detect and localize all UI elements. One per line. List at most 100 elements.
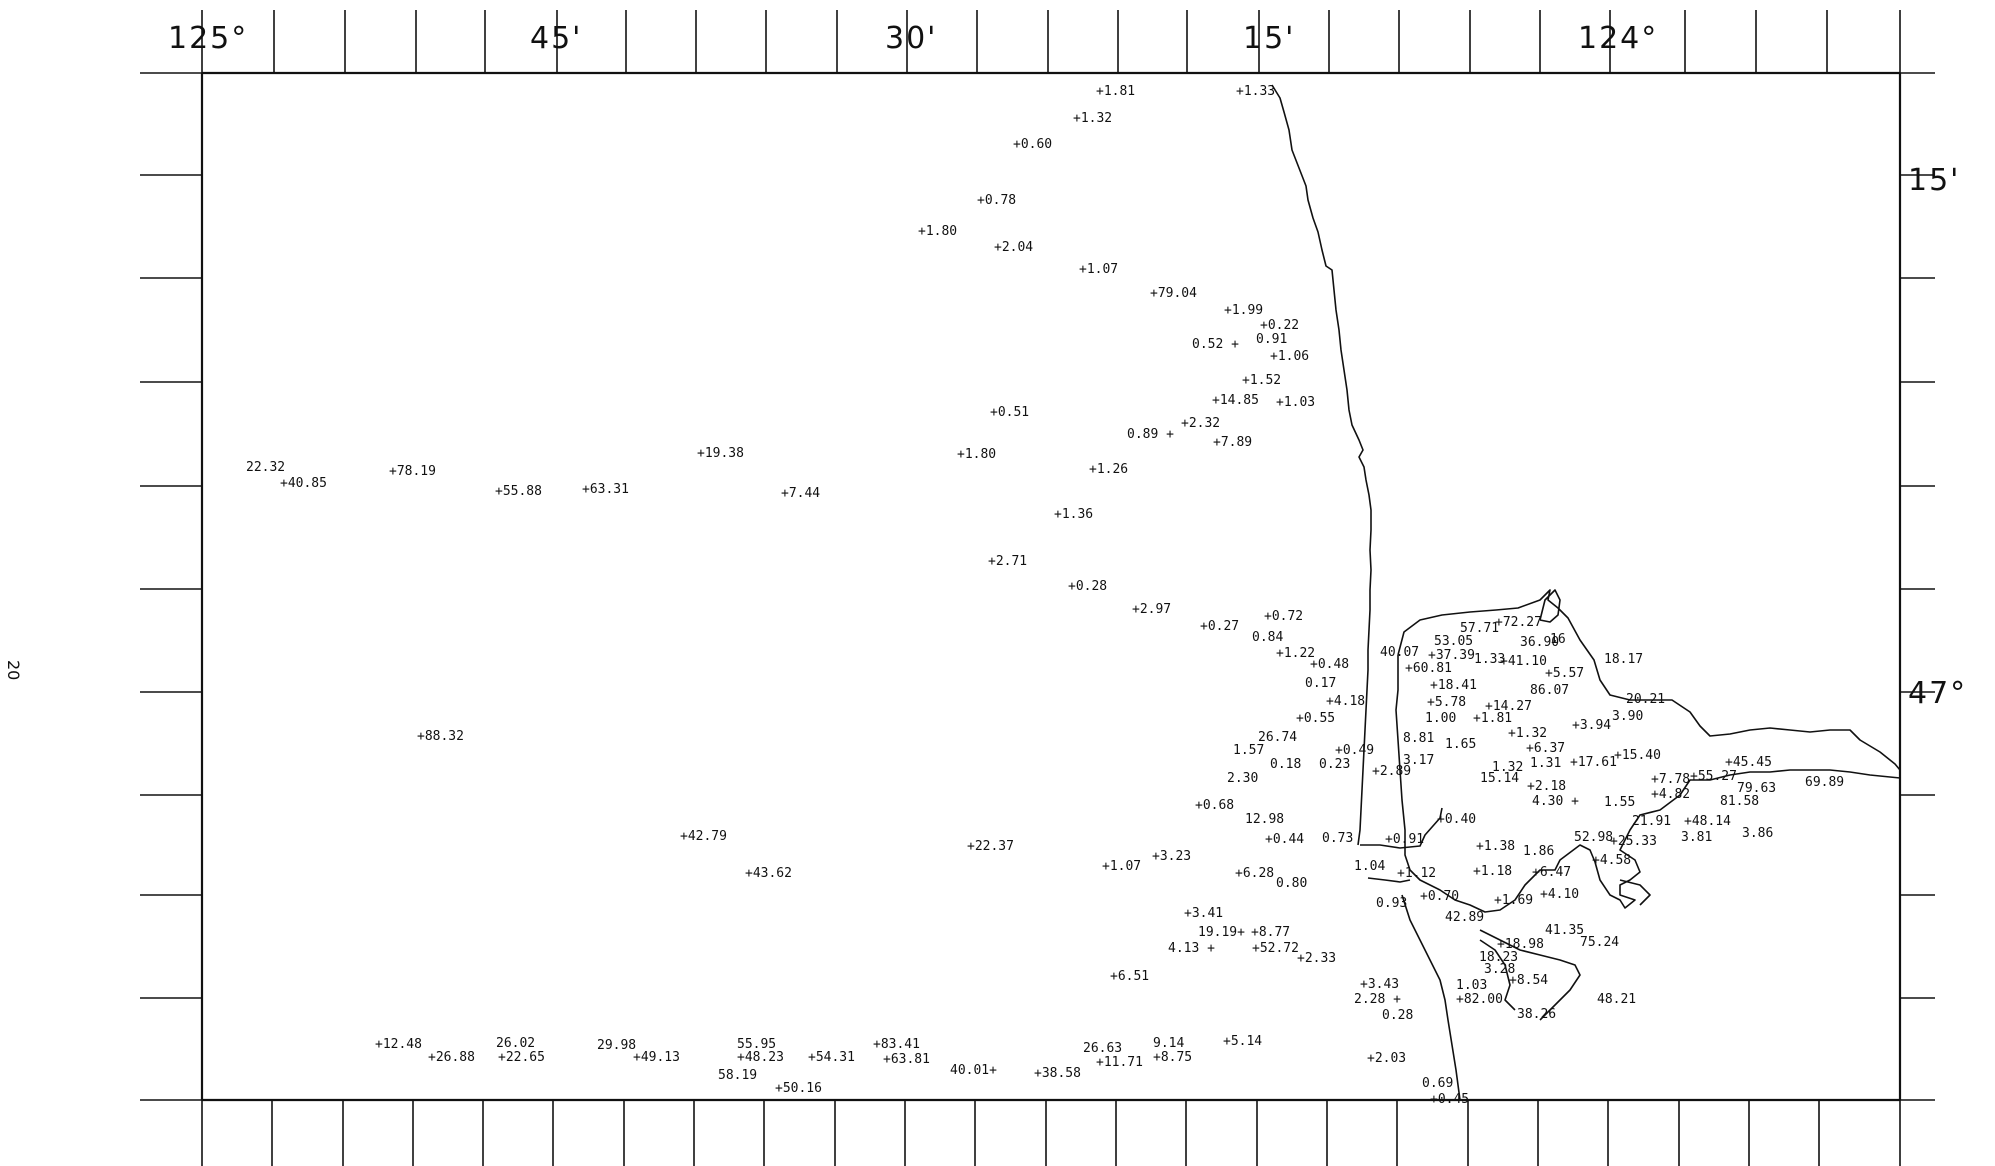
- station-value: 26.02: [496, 1036, 535, 1051]
- station-value: +0.51: [990, 405, 1029, 420]
- station-value: +26.88: [428, 1050, 475, 1065]
- station-value: +38.58: [1034, 1066, 1081, 1081]
- station-value: +0.44: [1265, 832, 1304, 847]
- station-value: 1.57: [1233, 743, 1264, 758]
- station-value: 0.93: [1376, 896, 1407, 911]
- station-value: 1.04: [1354, 859, 1385, 874]
- station-value: 48.21: [1597, 992, 1636, 1007]
- station-value: 4.30 +: [1532, 794, 1579, 809]
- station-labels: +1.81 +1.33 +1.32 +0.60 +0.78 +1.80 +2.04 +1.07…: [246, 84, 1844, 1107]
- station-value: 20.21: [1626, 692, 1665, 707]
- station-value: +1.03: [1276, 395, 1315, 410]
- station-value: +3.41: [1184, 906, 1223, 921]
- station-value: 42.89: [1445, 910, 1484, 925]
- station-value: +1.33: [1236, 84, 1275, 99]
- coastline: [1271, 84, 1901, 1101]
- station-value: +83.41: [873, 1037, 920, 1052]
- station-value: +6.47: [1532, 865, 1571, 880]
- station-value: +7.44: [781, 486, 820, 501]
- station-value: +54.31: [808, 1050, 855, 1065]
- station-value: +17.61: [1570, 755, 1617, 770]
- map-frame: [140, 71, 1935, 1102]
- station-value: +63.31: [582, 482, 629, 497]
- station-value: +1.26: [1089, 462, 1128, 477]
- station-value: +0.49: [1335, 743, 1374, 758]
- top-axis-ticks: [201, 10, 1901, 73]
- station-value: 0.89 +: [1127, 427, 1174, 442]
- station-value: +14.85: [1212, 393, 1259, 408]
- station-value: +4.10: [1540, 887, 1579, 902]
- station-value: +1.36: [1054, 507, 1093, 522]
- station-value: +0.40: [1437, 812, 1476, 827]
- axis-label-125deg: 125°: [168, 21, 248, 56]
- station-value: 4.13 +: [1168, 941, 1215, 956]
- station-value: 16: [1550, 632, 1566, 647]
- station-value: +7.78: [1651, 772, 1690, 787]
- station-value: 12.98: [1245, 812, 1284, 827]
- station-value: +1.07: [1102, 859, 1141, 874]
- station-value: +18.98: [1497, 937, 1544, 952]
- station-value: +5.14: [1223, 1034, 1262, 1049]
- station-value: +1.12: [1397, 866, 1436, 881]
- station-value: 15.14: [1480, 771, 1519, 786]
- station-value: +1.06: [1270, 349, 1309, 364]
- station-value: +2.32: [1181, 416, 1220, 431]
- station-value: +3.23: [1152, 849, 1191, 864]
- station-value: +2.04: [994, 240, 1033, 255]
- station-value: +37.39: [1428, 648, 1475, 663]
- station-value: 41.35: [1545, 923, 1584, 938]
- station-value: 53.05: [1434, 634, 1473, 649]
- station-value: 75.24: [1580, 935, 1619, 950]
- station-value: +0.55: [1296, 711, 1335, 726]
- station-value: +18.41: [1430, 678, 1477, 693]
- right-axis-ticks: [1900, 174, 1935, 999]
- station-value: +55.27: [1690, 769, 1737, 784]
- station-value: +1.80: [957, 447, 996, 462]
- station-value: +41.10: [1500, 654, 1547, 669]
- station-value: 21.91: [1632, 814, 1671, 829]
- station-value: 79.63: [1737, 781, 1776, 796]
- station-value: 52.98: [1574, 830, 1613, 845]
- station-value: 58.19: [718, 1068, 757, 1083]
- station-value: +3.94: [1572, 718, 1611, 733]
- station-value: +2.89: [1372, 764, 1411, 779]
- station-value: 9.14: [1153, 1036, 1184, 1051]
- axis-label-124deg: 124°: [1578, 21, 1658, 56]
- station-value: +12.48: [375, 1037, 422, 1052]
- station-value: +0.45: [1430, 1092, 1469, 1107]
- station-value: 0.84: [1252, 630, 1283, 645]
- station-value: 22.32: [246, 460, 285, 475]
- station-value: +79.04: [1150, 286, 1197, 301]
- station-value: 0.80: [1276, 876, 1307, 891]
- station-value: 1.65: [1445, 737, 1476, 752]
- station-value: +7.89: [1213, 435, 1252, 450]
- station-value: +0.68: [1195, 798, 1234, 813]
- station-value: +0.91: [1385, 832, 1424, 847]
- station-value: +55.88: [495, 484, 542, 499]
- station-value: +1.81: [1473, 711, 1512, 726]
- station-value: +45.45: [1725, 755, 1772, 770]
- left-axis-ticks: [140, 174, 202, 999]
- station-value: +6.28: [1235, 866, 1274, 881]
- station-value: +1.99: [1224, 303, 1263, 318]
- station-value: 81.58: [1720, 794, 1759, 809]
- station-value: +60.81: [1405, 661, 1452, 676]
- station-value: 18.23: [1479, 950, 1518, 965]
- station-value: +0.60: [1013, 137, 1052, 152]
- station-value: 69.89: [1805, 775, 1844, 790]
- station-value: +52.72: [1252, 941, 1299, 956]
- station-value: +48.23: [737, 1050, 784, 1065]
- station-value: 0.17: [1305, 676, 1336, 691]
- station-value: 0.28: [1382, 1008, 1413, 1023]
- station-value: +0.28: [1068, 579, 1107, 594]
- station-value: +88.32: [417, 729, 464, 744]
- station-value: 1.31: [1530, 756, 1561, 771]
- station-value: +1.07: [1079, 262, 1118, 277]
- station-value: 26.74: [1258, 730, 1297, 745]
- station-value: 1.03: [1456, 978, 1487, 993]
- station-value: 18.17: [1604, 652, 1643, 667]
- station-value: 19.19+: [1198, 925, 1245, 940]
- axis-label-47deg: 47°: [1908, 676, 1967, 711]
- station-value: +2.18: [1527, 779, 1566, 794]
